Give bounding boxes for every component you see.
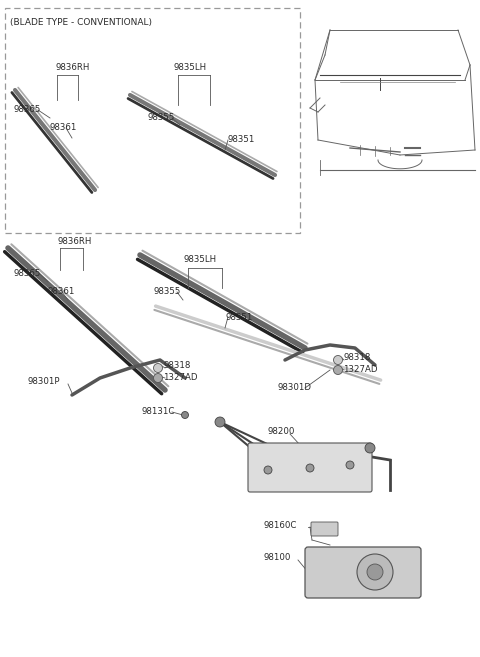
Text: 98361: 98361 [48, 288, 75, 296]
Circle shape [154, 363, 163, 373]
Circle shape [357, 554, 393, 590]
Text: 98318: 98318 [343, 353, 371, 363]
Text: 98318: 98318 [163, 361, 191, 371]
Circle shape [334, 355, 343, 365]
Text: 1327AD: 1327AD [163, 373, 197, 382]
Text: 98351: 98351 [226, 313, 253, 321]
Text: 98355: 98355 [153, 288, 180, 296]
Text: 98301P: 98301P [28, 378, 60, 386]
Text: 98301D: 98301D [278, 384, 312, 392]
Circle shape [306, 464, 314, 472]
Text: 98200: 98200 [268, 428, 295, 436]
Circle shape [181, 411, 189, 419]
Circle shape [367, 564, 383, 580]
Circle shape [365, 443, 375, 453]
Text: 98361: 98361 [50, 124, 77, 133]
Text: 1327AD: 1327AD [343, 365, 377, 373]
Circle shape [346, 461, 354, 469]
FancyBboxPatch shape [311, 522, 338, 536]
Circle shape [215, 417, 225, 427]
Circle shape [154, 373, 163, 382]
Text: 9835LH: 9835LH [183, 256, 216, 265]
Text: 98131C: 98131C [142, 407, 175, 417]
Text: 98365: 98365 [13, 269, 40, 277]
FancyBboxPatch shape [305, 547, 421, 598]
Text: 98351: 98351 [228, 135, 255, 145]
Circle shape [334, 365, 343, 374]
Text: 9836RH: 9836RH [57, 237, 91, 246]
Text: 9835LH: 9835LH [173, 64, 206, 72]
Text: 98365: 98365 [14, 106, 41, 114]
FancyBboxPatch shape [248, 443, 372, 492]
Circle shape [264, 466, 272, 474]
Text: (BLADE TYPE - CONVENTIONAL): (BLADE TYPE - CONVENTIONAL) [10, 18, 152, 27]
Bar [5, 8, 300, 233]
Text: 9836RH: 9836RH [55, 64, 89, 72]
Text: 98160C: 98160C [263, 520, 296, 530]
Text: 98355: 98355 [148, 114, 175, 122]
Text: 98100: 98100 [263, 553, 290, 562]
